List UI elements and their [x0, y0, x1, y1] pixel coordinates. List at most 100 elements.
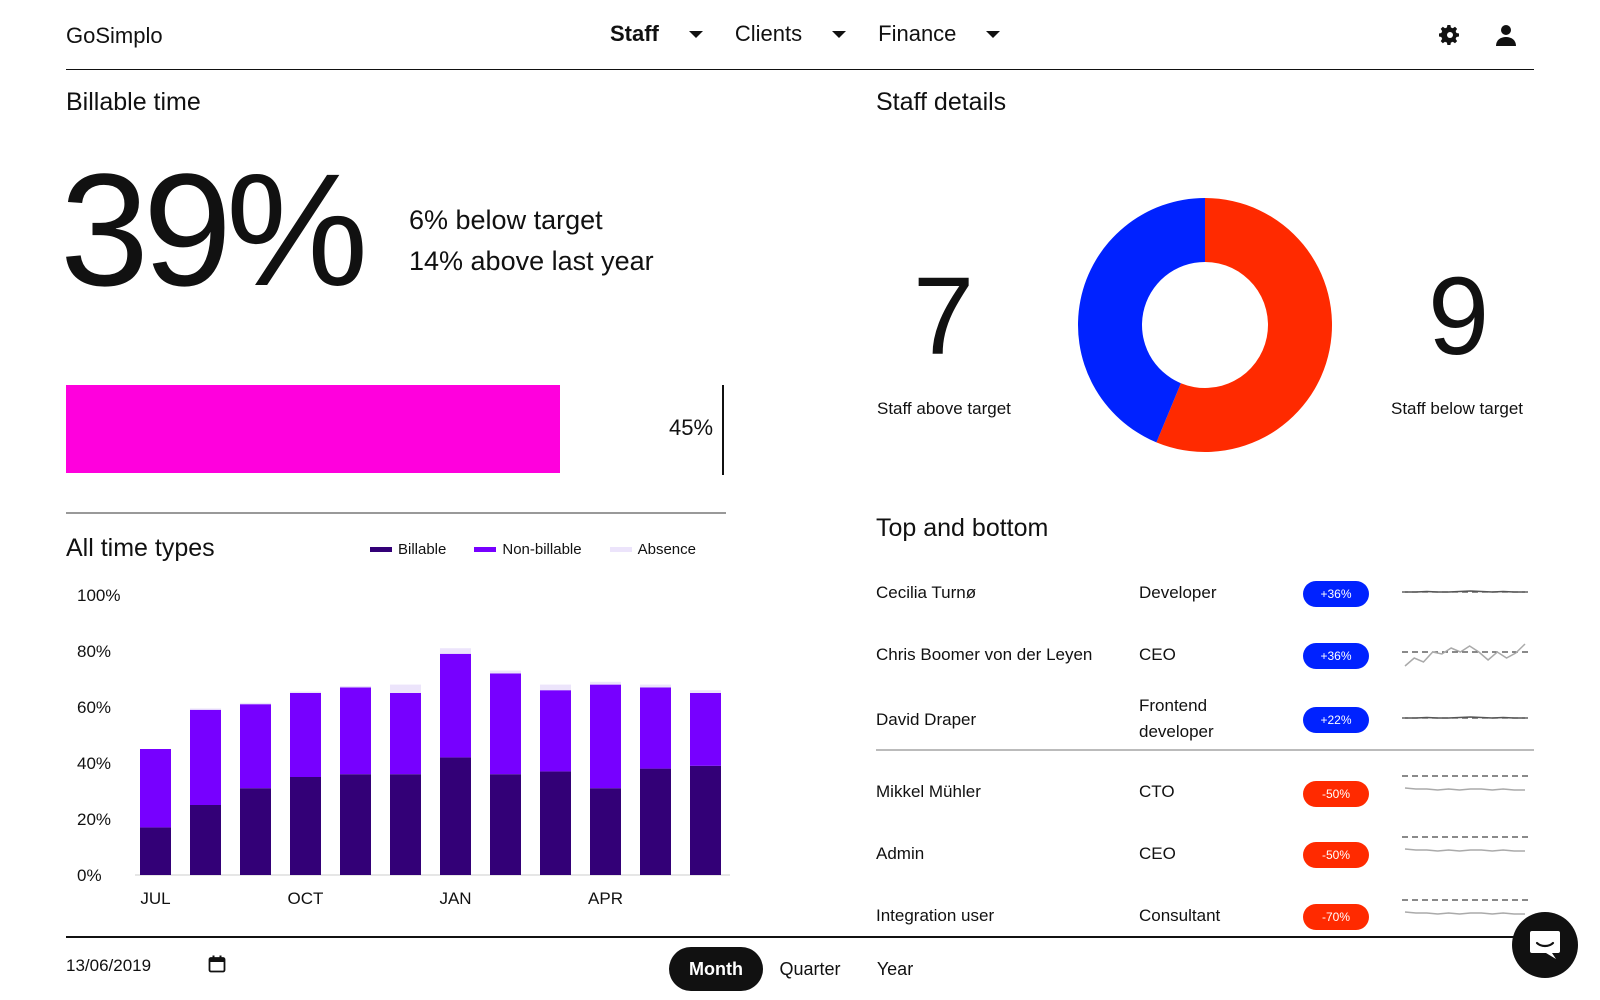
- bar-non-billable: [540, 690, 571, 772]
- chat-button[interactable]: [1512, 912, 1578, 978]
- bar-absence: [290, 691, 321, 693]
- sparkline: [1402, 775, 1528, 791]
- staff-name: Cecilia Turnø: [876, 583, 977, 602]
- below-target-text: 6% below target: [409, 205, 603, 235]
- staff-role: Developer: [1139, 583, 1217, 602]
- bar-billable: [190, 805, 221, 875]
- nav-clients[interactable]: Clients: [734, 21, 847, 47]
- bar-non-billable: [390, 693, 421, 775]
- above-last-year-text: 14% above last year: [409, 246, 654, 276]
- user-icon[interactable]: [1491, 20, 1521, 50]
- bar-billable: [490, 774, 521, 875]
- staff-target-donut-chart: [1078, 198, 1332, 452]
- sparkline-line: [1404, 911, 1525, 915]
- nav-staff[interactable]: Staff: [610, 21, 703, 47]
- y-tick-label: 80%: [77, 642, 111, 661]
- staff-name: Mikkel Mühler: [876, 782, 981, 801]
- period-month-button[interactable]: Month: [669, 947, 763, 991]
- sparkline-line: [1404, 787, 1525, 791]
- bar-billable: [240, 788, 271, 875]
- chevron-down-icon: [986, 30, 1001, 38]
- legend-label: Billable: [398, 541, 447, 558]
- nav-finance-label: Finance: [878, 21, 957, 46]
- table-row[interactable]: Mikkel Mühler CTO -50%: [876, 762, 1534, 822]
- staff-details-title: Staff details: [876, 88, 1007, 116]
- bar-absence: [440, 648, 471, 654]
- bar-non-billable: [490, 673, 521, 775]
- bar-billable: [140, 827, 171, 875]
- x-tick-label: JUL: [140, 889, 170, 908]
- donut-slice-above: [1078, 198, 1205, 443]
- bar-absence: [490, 670, 521, 674]
- bar-billable: [690, 765, 721, 875]
- y-tick-label: 100%: [77, 586, 120, 605]
- staff-above-count: 7: [913, 255, 975, 378]
- target-marker: [722, 385, 724, 475]
- table-row[interactable]: Cecilia Turnø Developer +36%: [876, 562, 1534, 622]
- bar-billable: [590, 788, 621, 875]
- y-tick-label: 0%: [77, 866, 102, 885]
- bar-billable: [540, 771, 571, 875]
- bar-absence: [690, 690, 721, 693]
- bar-billable: [340, 774, 371, 875]
- change-badge: -50%: [1303, 781, 1369, 807]
- nav-clients-label: Clients: [734, 21, 803, 46]
- y-tick-label: 20%: [77, 810, 111, 829]
- chart-legend: Billable Non-billable Absence: [370, 541, 724, 558]
- x-tick-label: JAN: [439, 889, 471, 908]
- sparkline: [1402, 643, 1528, 667]
- chevron-down-icon: [688, 30, 703, 38]
- calendar-icon[interactable]: [208, 955, 226, 978]
- bar-absence: [540, 684, 571, 691]
- brand-logo[interactable]: GoSimplo: [66, 23, 163, 48]
- time-types-chart: 100% 80% 60% 40% 20% 0% JUL OCT JAN APR: [77, 586, 730, 908]
- x-tick-label: OCT: [288, 889, 324, 908]
- y-tick-label: 40%: [77, 754, 111, 773]
- sparkline: [1402, 590, 1528, 593]
- bar-non-billable: [290, 693, 321, 777]
- billable-title: Billable time: [66, 88, 201, 116]
- period-year-button[interactable]: Year: [876, 958, 914, 979]
- bar-non-billable: [690, 693, 721, 766]
- table-row[interactable]: David Draper Frontend developer +22%: [876, 686, 1534, 746]
- bar-billable: [290, 777, 321, 875]
- gear-icon[interactable]: [1435, 20, 1465, 50]
- billable-progress-bar: [66, 385, 722, 473]
- legend-billable: Billable: [370, 541, 446, 558]
- staff-above-label: Staff above target: [877, 399, 1011, 418]
- legend-absence: Absence: [609, 541, 696, 558]
- chevron-down-icon: [832, 30, 847, 38]
- top-header: GoSimplo Staff Clients Finance: [66, 0, 1534, 70]
- target-label: 45%: [669, 415, 714, 440]
- staff-below-count: 9: [1428, 255, 1490, 378]
- staff-role: CEO: [1139, 645, 1176, 664]
- time-types-title: All time types: [66, 534, 215, 562]
- legend-label: Non-billable: [502, 541, 582, 558]
- staff-role: Consultant: [1139, 906, 1221, 925]
- staff-name: David Draper: [876, 710, 977, 729]
- bar-non-billable: [240, 704, 271, 789]
- bar-non-billable: [590, 684, 621, 789]
- period-quarter-button[interactable]: Quarter: [779, 958, 841, 979]
- nav-finance[interactable]: Finance: [878, 21, 1001, 47]
- staff-below-label: Staff below target: [1391, 399, 1523, 418]
- table-row[interactable]: Admin CEO -50%: [876, 823, 1534, 883]
- bar-non-billable: [440, 653, 471, 758]
- bar-absence: [590, 681, 621, 685]
- main-nav: Staff Clients Finance: [610, 21, 1032, 47]
- change-badge: +36%: [1303, 581, 1369, 607]
- bar-billable: [440, 757, 471, 875]
- bar-non-billable: [190, 709, 221, 805]
- sparkline: [1402, 836, 1528, 852]
- date-field[interactable]: 13/06/2019: [66, 956, 152, 975]
- top-bottom-divider: [876, 749, 1534, 751]
- bar-absence: [340, 686, 371, 688]
- nav-staff-label: Staff: [610, 21, 659, 46]
- y-tick-label: 60%: [77, 698, 111, 717]
- change-badge: -50%: [1303, 842, 1369, 868]
- top-bottom-title: Top and bottom: [876, 514, 1049, 542]
- table-row[interactable]: Chris Boomer von der Leyen CEO +36%: [876, 624, 1534, 684]
- table-row[interactable]: Integration user Consultant -70%: [876, 886, 1534, 946]
- change-badge: -70%: [1303, 904, 1369, 930]
- legend-swatch: [474, 547, 497, 552]
